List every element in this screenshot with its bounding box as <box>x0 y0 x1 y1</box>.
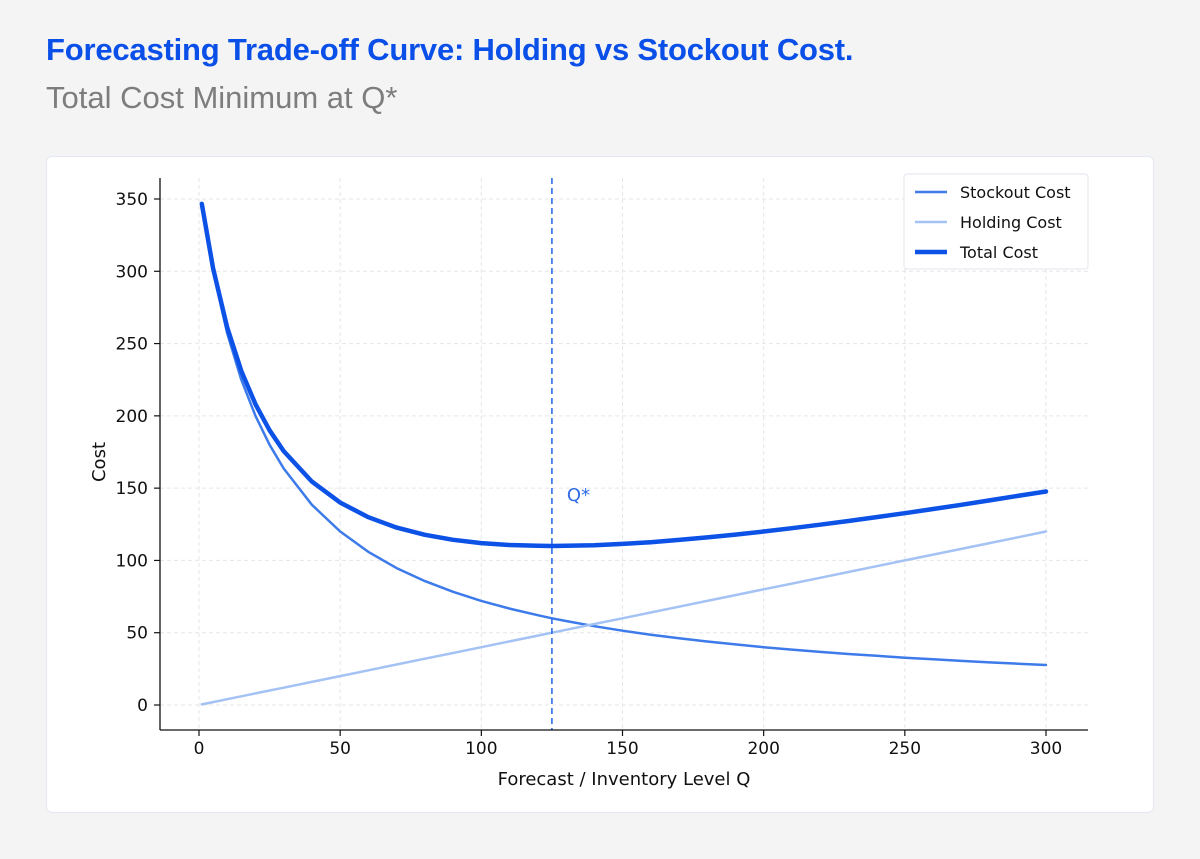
series-lines: Q* <box>199 178 1049 730</box>
y-tick-label: 250 <box>116 335 148 355</box>
x-tick-label: 100 <box>465 739 497 759</box>
y-tick-label: 0 <box>137 696 148 716</box>
x-axis-label: Forecast / Inventory Level Q <box>498 769 751 790</box>
page-title: Forecasting Trade-off Curve: Holding vs … <box>46 32 854 67</box>
x-tick-label: 200 <box>747 739 779 759</box>
x-tick-label: 300 <box>1030 739 1062 759</box>
q-star-label: Q* <box>567 485 590 506</box>
series-line-total-cost <box>199 201 1049 549</box>
legend-label: Holding Cost <box>960 213 1062 232</box>
series-line-holding-cost <box>200 530 1048 706</box>
y-tick-label: 200 <box>116 407 148 427</box>
legend-label: Stockout Cost <box>960 183 1071 202</box>
y-tick-label: 300 <box>116 262 148 282</box>
x-tick-label: 150 <box>606 739 638 759</box>
y-tick-label: 50 <box>126 624 148 644</box>
y-tick-label: 100 <box>116 551 148 571</box>
x-tick-label: 0 <box>194 739 205 759</box>
y-tick-label: 150 <box>116 479 148 499</box>
y-axis-label: Cost <box>89 442 110 482</box>
x-tick-label: 250 <box>889 739 921 759</box>
legend-box <box>903 173 1089 270</box>
legend: Stockout Cost Holding Cost Total Cost <box>903 173 1089 270</box>
axes: 0 50 100 150 200 250 300 0 50 100 150 200 250 300 350 <box>116 178 1088 759</box>
legend-label: Total Cost <box>959 243 1038 262</box>
page-subtitle: Total Cost Minimum at Q* <box>46 80 398 115</box>
series-line-stockout-cost <box>200 203 1048 667</box>
y-tick-label: 350 <box>116 190 148 210</box>
x-tick-label: 50 <box>329 739 351 759</box>
